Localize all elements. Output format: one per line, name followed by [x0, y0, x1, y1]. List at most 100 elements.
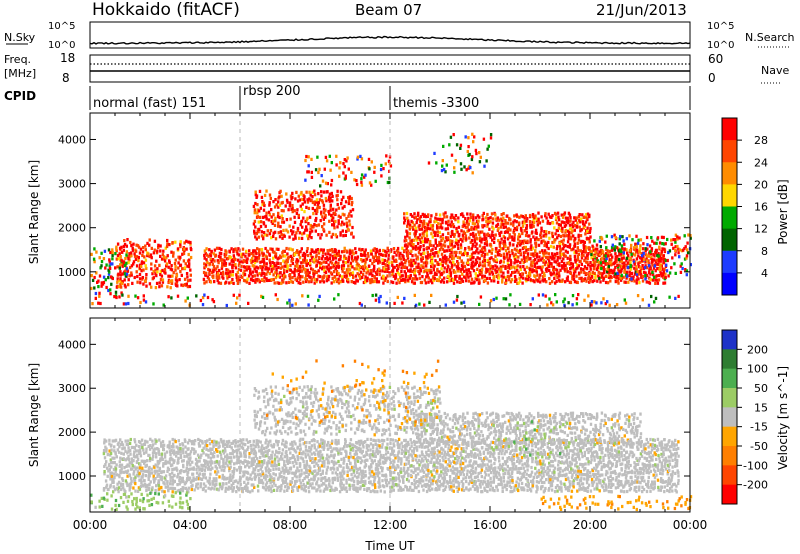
- heatmap-cell: [244, 279, 247, 283]
- heatmap-cell: [291, 210, 294, 214]
- heatmap-cell: [459, 143, 463, 147]
- heatmap-cell: [259, 206, 262, 210]
- heatmap-cell: [267, 488, 270, 492]
- heatmap-cell: [257, 230, 260, 234]
- heatmap-cell: [474, 216, 478, 220]
- heatmap-cell: [282, 271, 286, 275]
- heatmap-cell: [218, 276, 221, 280]
- heatmap-cell: [516, 241, 520, 245]
- heatmap-cell: [242, 438, 245, 442]
- heatmap-cell: [654, 278, 657, 282]
- heatmap-cell: [289, 482, 292, 486]
- heatmap-cell: [153, 469, 156, 473]
- freq-panel: Freq. [MHz] 18 8 60 0 Nave: [4, 51, 789, 85]
- heatmap-cell: [646, 273, 649, 277]
- heatmap-cell: [423, 229, 426, 233]
- heatmap-cell: [264, 473, 267, 477]
- heatmap-cell: [430, 264, 433, 268]
- heatmap-cell: [475, 236, 478, 240]
- heatmap-cell: [318, 198, 322, 202]
- heatmap-cell: [351, 225, 354, 230]
- heatmap-cell: [246, 486, 249, 490]
- heatmap-cell: [160, 455, 163, 459]
- heatmap-cell: [426, 273, 429, 278]
- heatmap-cell: [177, 449, 180, 453]
- heatmap-cell: [130, 457, 133, 461]
- heatmap-cell: [574, 249, 578, 253]
- heatmap-cell: [605, 270, 609, 274]
- heatmap-cell: [265, 469, 268, 473]
- heatmap-cell: [535, 217, 538, 221]
- heatmap-cell: [117, 486, 121, 490]
- heatmap-cell: [427, 280, 430, 284]
- heatmap-cell: [653, 241, 656, 245]
- heatmap-cell: [508, 250, 511, 254]
- heatmap-cell: [679, 270, 683, 274]
- heatmap-cell: [404, 243, 407, 247]
- heatmap-cell: [531, 213, 535, 217]
- heatmap-cell: [488, 276, 491, 280]
- heatmap-cell: [373, 264, 376, 268]
- heatmap-cell: [319, 280, 322, 284]
- heatmap-cell: [256, 473, 260, 477]
- heatmap-cell: [626, 274, 629, 278]
- heatmap-cell: [367, 254, 370, 258]
- heatmap-cell: [146, 241, 149, 245]
- heatmap-cell: [415, 257, 418, 261]
- heatmap-cell: [159, 277, 163, 282]
- heatmap-cell: [606, 300, 609, 304]
- heatmap-cell: [448, 260, 452, 264]
- heatmap-cell: [689, 263, 692, 267]
- heatmap-cell: [196, 453, 200, 457]
- heatmap-cell: [195, 482, 198, 486]
- heatmap-cell: [149, 437, 152, 441]
- heatmap-cell: [564, 223, 568, 227]
- heatmap-cell: [372, 259, 376, 264]
- heatmap-cell: [589, 226, 592, 231]
- heatmap-cell: [504, 266, 507, 270]
- heatmap-cell: [202, 475, 205, 479]
- heatmap-cell: [121, 477, 124, 481]
- heatmap-cell: [685, 254, 689, 258]
- heatmap-cell: [120, 463, 124, 467]
- heatmap-cell: [171, 471, 174, 475]
- heatmap-cell: [577, 238, 581, 242]
- heatmap-cell: [252, 470, 255, 474]
- heatmap-cell: [316, 278, 319, 282]
- heatmap-cell: [110, 460, 113, 464]
- heatmap-cell: [438, 213, 442, 217]
- heatmap-cell: [168, 440, 171, 444]
- heatmap-cell: [171, 467, 174, 472]
- heatmap-cell: [345, 159, 348, 163]
- heatmap-cell: [270, 267, 273, 271]
- heatmap-cell: [261, 215, 265, 219]
- heatmap-cell: [189, 240, 192, 245]
- heatmap-cell: [431, 262, 434, 266]
- heatmap-cell: [456, 280, 459, 284]
- heatmap-cell: [411, 225, 414, 229]
- heatmap-cell: [414, 303, 418, 307]
- heatmap-cell: [282, 481, 285, 485]
- heatmap-cell: [119, 463, 122, 468]
- heatmap-cell: [404, 261, 407, 265]
- heatmap-cell: [327, 209, 330, 214]
- heatmap-cell: [556, 275, 559, 280]
- heatmap-cell: [115, 285, 119, 289]
- heatmap-cell: [406, 252, 409, 256]
- heatmap-cell: [239, 274, 242, 278]
- heatmap-cell: [244, 453, 247, 457]
- heatmap-cell: [246, 463, 249, 467]
- heatmap-cell: [345, 274, 348, 278]
- heatmap-cell: [424, 238, 427, 242]
- heatmap-cell: [242, 278, 246, 283]
- heatmap-cell: [105, 483, 109, 487]
- heatmap-cell: [449, 135, 453, 139]
- heatmap-cell: [611, 243, 614, 247]
- heatmap-cell: [521, 220, 525, 224]
- heatmap-cell: [651, 273, 655, 277]
- heatmap-cell: [629, 272, 632, 276]
- heatmap-cell: [594, 274, 597, 278]
- heatmap-cell: [165, 244, 169, 249]
- freq-right-label: Nave: [761, 64, 789, 77]
- heatmap-cell: [458, 276, 461, 280]
